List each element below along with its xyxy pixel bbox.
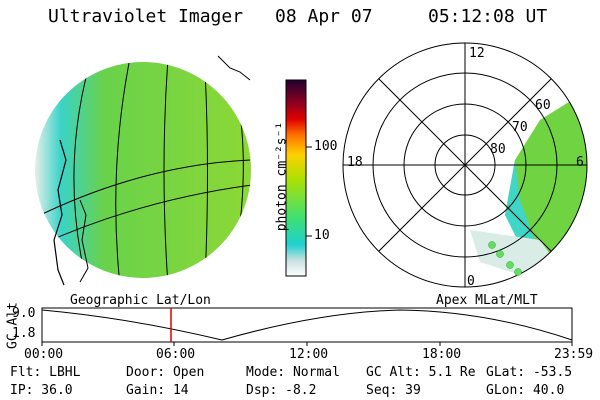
timeline-left-caption: Geographic Lat/Lon <box>70 293 211 308</box>
mlt-label-6: 6 <box>576 155 584 170</box>
timeline-xtick-1800: 18:00 <box>422 347 462 362</box>
altitude-curve <box>41 309 573 341</box>
lat-label-60: 60 <box>535 98 551 113</box>
timeline-xtick-1200: 12:00 <box>289 347 329 362</box>
ip-status: IP: 36.0 <box>10 383 73 398</box>
coastline-inner <box>79 199 89 283</box>
polar-plot <box>342 42 588 288</box>
timeline-frame <box>41 307 573 343</box>
colorbar-unit-label: photon cm⁻²s⁻¹ <box>274 121 290 232</box>
glat-status: GLat: -53.5 <box>486 365 573 380</box>
instrument-title: Ultraviolet Imager <box>48 6 244 27</box>
timeline-right-caption: Apex MLat/MLT <box>436 293 538 308</box>
mode-status: Mode: Normal <box>246 365 340 380</box>
colorbar-tick-10: 10 <box>314 228 330 243</box>
spacecraft-track-dots <box>488 241 522 276</box>
geographic-image <box>35 55 251 286</box>
time-label: 05:12:08 UT <box>428 6 548 27</box>
dsp-status: Dsp: -8.2 <box>246 383 317 398</box>
colorbar-scale <box>285 79 307 277</box>
lat-label-80: 80 <box>490 142 506 157</box>
mlt-label-12: 12 <box>469 46 485 61</box>
door-status: Door: Open <box>126 365 205 380</box>
seq-status: Seq: 39 <box>366 383 421 398</box>
gc-alt-status: GC Alt: 5.1 Re <box>366 365 476 380</box>
timeline-xtick-2359: 23:59 <box>554 347 594 362</box>
timeline-ytick-9: 9.0 <box>12 306 36 321</box>
mlt-label-18: 18 <box>347 155 363 170</box>
polar-aurora <box>470 95 587 275</box>
coastline <box>53 139 67 286</box>
lat-label-70: 70 <box>512 120 528 135</box>
timeline-ytick-1-8: 1.8 <box>12 326 36 341</box>
date-label: 08 Apr 07 <box>275 6 373 27</box>
mlt-label-0: 0 <box>467 274 475 289</box>
timeline-xtick-0600: 06:00 <box>156 347 196 362</box>
coastline-north <box>217 55 251 81</box>
aurora-globe-fill <box>35 62 251 278</box>
altitude-timeline <box>41 307 573 346</box>
colorbar <box>285 79 312 277</box>
flt-filter: Flt: LBHL <box>10 365 81 380</box>
gain-status: Gain: 14 <box>126 383 189 398</box>
glon-status: GLon: 40.0 <box>486 383 565 398</box>
colorbar-tick-100: 100 <box>314 139 338 154</box>
timeline-xtick-0000: 00:00 <box>24 347 64 362</box>
